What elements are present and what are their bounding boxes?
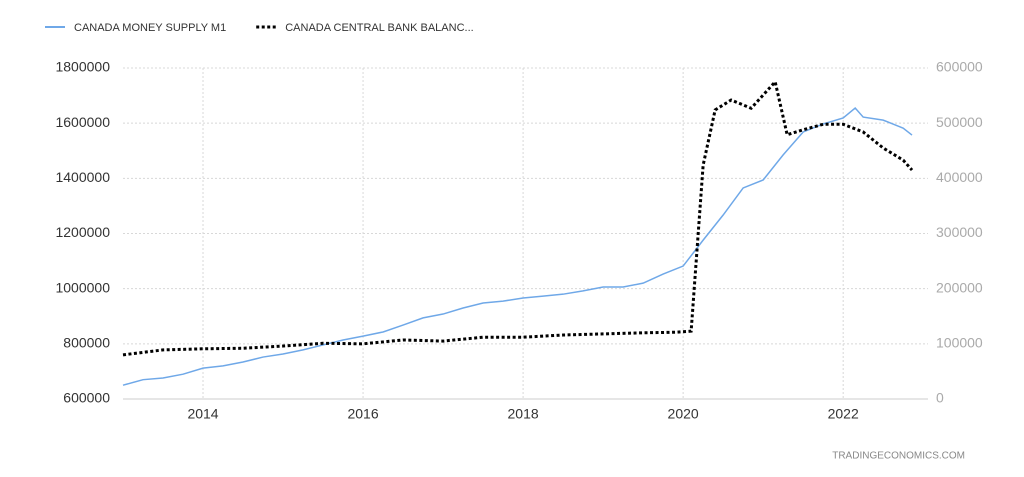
y-tick-label: 1400000 [55, 169, 110, 185]
y-tick-label: 1800000 [55, 59, 110, 75]
legend-label: CANADA MONEY SUPPLY M1 [74, 22, 226, 34]
x-tick-label: 2022 [828, 406, 859, 422]
x-tick-label: 2014 [187, 406, 218, 422]
y2-tick-label: 0 [936, 390, 944, 406]
series-line [122, 106, 913, 386]
y2-tick-label: 200000 [936, 279, 983, 295]
y2-tick-label: 300000 [936, 224, 983, 240]
y2-tick-label: 400000 [936, 169, 983, 185]
y-tick-label: 1200000 [55, 224, 110, 240]
source: TRADINGECONOMICS.COM [832, 451, 965, 462]
y2-tick-label: 500000 [936, 114, 983, 130]
y-tick-label: 1600000 [55, 114, 110, 130]
y-tick-label: 1000000 [55, 279, 110, 295]
x-tick-label: 2016 [347, 406, 378, 422]
x-tick-label: 2018 [508, 406, 539, 422]
y2-tick-label: 600000 [936, 59, 983, 75]
y-tick-label: 800000 [63, 335, 110, 351]
y-tick-label: 600000 [63, 390, 110, 406]
legend-label: CANADA CENTRAL BANK BALANC... [285, 22, 473, 34]
x-tick-label: 2020 [668, 406, 699, 422]
series-line [122, 78, 914, 357]
y2-tick-label: 100000 [936, 335, 983, 351]
